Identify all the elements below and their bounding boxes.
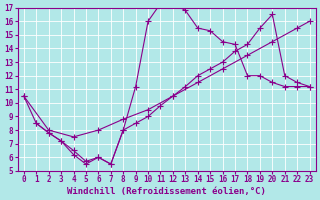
X-axis label: Windchill (Refroidissement éolien,°C): Windchill (Refroidissement éolien,°C): [67, 187, 266, 196]
